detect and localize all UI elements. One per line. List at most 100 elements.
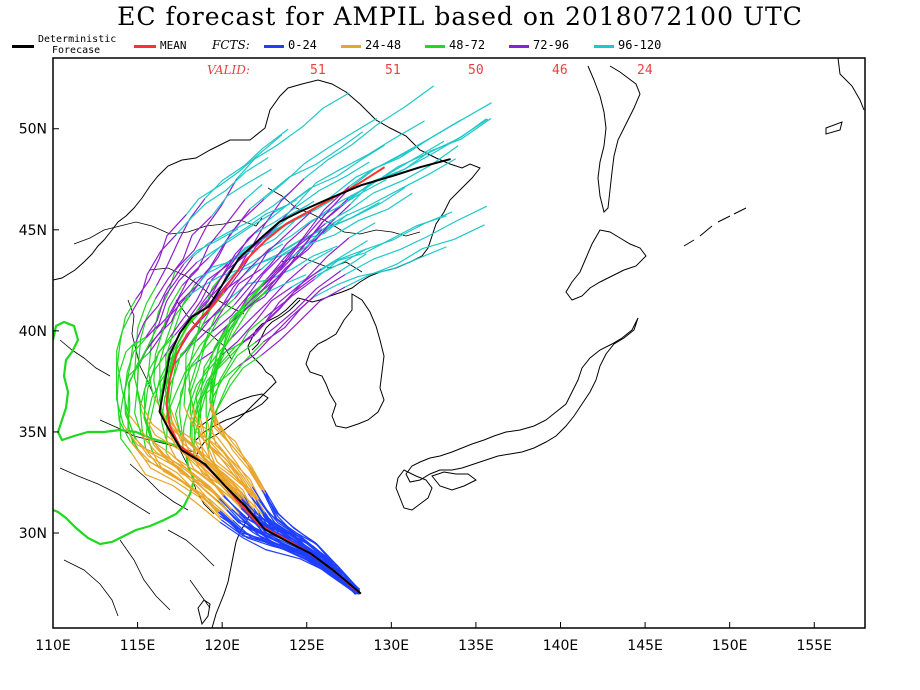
ensemble-track-segment	[235, 278, 315, 347]
ensemble-track-segment	[183, 292, 225, 407]
ensemble-track-segment	[209, 399, 266, 491]
ensemble-track-segment	[195, 217, 299, 280]
valid-count-3: 46	[552, 63, 568, 78]
ensemble-track-segment	[204, 128, 289, 200]
ensemble-track-segment	[208, 187, 311, 258]
ensemble-track-segment	[181, 199, 246, 286]
japan-honshu	[405, 317, 639, 483]
ensemble-track-segment	[178, 336, 216, 435]
ensemble-track-segment	[159, 296, 190, 414]
x-tick-label: 140E	[543, 638, 579, 654]
ensemble-track-segment	[134, 328, 158, 436]
ensemble-track-segment	[193, 365, 239, 458]
ensemble-track-segment	[325, 145, 459, 225]
border-anhui	[129, 463, 189, 511]
ensemble-track-segment	[189, 392, 253, 488]
ensemble-track-segment	[175, 157, 269, 235]
korea-coastline	[305, 293, 385, 429]
ensemble-track-segment	[197, 341, 244, 437]
ensemble-track-segment	[340, 253, 367, 272]
ensemble-track-segment	[209, 278, 268, 404]
valid-count-2: 50	[468, 63, 484, 78]
ensemble-track-segment	[145, 261, 198, 339]
ensemble-track-segment	[315, 211, 453, 277]
legend-period-2-swatch	[425, 45, 445, 48]
valid-count-4: 24	[637, 63, 653, 78]
ensemble-track-segment	[158, 404, 236, 493]
y-tick-label: 35N	[19, 425, 47, 441]
valid-count-0: 51	[310, 63, 326, 78]
ensemble-track-segment	[321, 158, 457, 231]
y-tick-label: 40N	[19, 324, 47, 340]
ensemble-track-segment	[262, 274, 307, 296]
border-inner	[149, 267, 245, 315]
ensemble-track-segment	[266, 189, 349, 280]
ensemble-track-segment	[344, 205, 488, 276]
ensemble-track-segment	[209, 278, 267, 401]
ensemble-track-segment	[242, 268, 322, 343]
ensemble-track-segment	[231, 263, 307, 338]
ensemble-track-segment	[174, 259, 232, 336]
ensemble-track-segment	[254, 270, 342, 343]
japan-kyushu	[395, 469, 433, 511]
ensemble-track-segment	[220, 286, 293, 356]
legend-period-0-swatch	[264, 45, 284, 48]
ensemble-track-segment	[261, 489, 357, 592]
border-hebei	[175, 299, 233, 361]
legend: Deterministic Forecase MEAN FCTS: 0-24 2…	[0, 0, 920, 80]
ensemble-track-segment	[203, 248, 271, 324]
legend-deterministic-swatch	[12, 45, 34, 48]
ensemble-track-segment	[196, 199, 298, 263]
x-tick-label: 155E	[796, 638, 832, 654]
ensemble-track-segment	[260, 286, 346, 356]
y-tick-label: 30N	[19, 526, 47, 542]
ensemble-track-segment	[207, 441, 266, 513]
x-tick-label: 150E	[712, 638, 748, 654]
ensemble-track-segment	[193, 342, 244, 442]
ensemble-track-segment	[165, 284, 196, 408]
ensemble-track-segment	[185, 134, 283, 215]
legend-mean-swatch	[134, 45, 156, 48]
ensemble-track-segment	[226, 509, 359, 594]
ensemble-track-segment	[219, 498, 361, 595]
x-tick-label: 125E	[289, 638, 325, 654]
ensemble-track-segment	[116, 298, 137, 415]
ensemble-track-segment	[116, 341, 137, 441]
ensemble-track-segment	[267, 144, 385, 222]
ensemble-track-segment	[183, 405, 249, 494]
region-outline-green	[53, 320, 196, 546]
ensemble-track-segment	[145, 283, 199, 351]
ensemble-track-segment	[221, 519, 356, 594]
ensemble-track-segment	[233, 222, 311, 306]
ensemble-track-segment	[218, 511, 356, 595]
ensemble-track-segment	[207, 354, 262, 449]
ensemble-track-segment	[255, 500, 360, 595]
sakhalin	[587, 65, 641, 213]
ensemble-track-segment	[137, 448, 222, 521]
legend-period-1-label: 24-48	[365, 38, 402, 52]
ensemble-track-segment	[209, 409, 265, 495]
border-hubei	[59, 467, 151, 515]
plot-frame	[52, 57, 866, 629]
ensemble-track-segment	[199, 418, 257, 501]
kamchatka	[825, 121, 843, 135]
legend-period-1-swatch	[341, 45, 361, 48]
ensemble-track-segment	[312, 246, 447, 298]
x-tick-label: 110E	[35, 638, 71, 654]
ensemble-track-segment	[196, 268, 262, 342]
legend-period-4-swatch	[594, 45, 614, 48]
ensemble-track-segment	[115, 314, 131, 425]
ensemble-track-segment	[145, 256, 194, 338]
ensemble-track-segment	[237, 213, 349, 281]
legend-valid-label: VALID:	[207, 63, 250, 77]
ensemble-track-segment	[119, 365, 140, 454]
ensemble-track-segment	[210, 168, 272, 217]
ensemble-track-segment	[129, 440, 219, 513]
legend-deterministic-label-2: Forecase	[52, 45, 101, 56]
ensemble-track-segment	[174, 330, 214, 437]
ensemble-track-segment	[287, 192, 413, 260]
ensemble-track-segment	[347, 102, 492, 191]
ensemble-track-segment	[192, 189, 293, 258]
valid-count-1: 51	[385, 63, 401, 78]
